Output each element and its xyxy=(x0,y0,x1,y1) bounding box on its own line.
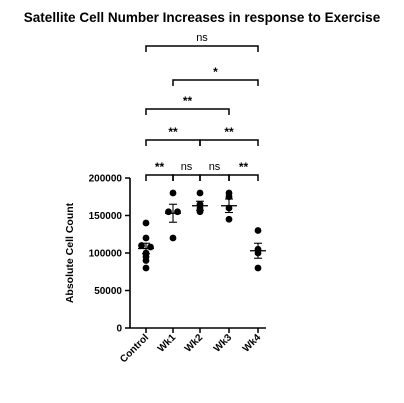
data-point xyxy=(165,208,172,216)
y-tick-label: 200000 xyxy=(89,174,123,185)
significance-label: ns xyxy=(196,32,208,44)
y-tick-label: 0 xyxy=(116,324,122,335)
data-point xyxy=(169,189,177,197)
data-point xyxy=(196,189,204,197)
significance-bracket xyxy=(199,139,259,146)
data-point xyxy=(142,257,150,264)
significance-bracket xyxy=(145,139,201,146)
data-point xyxy=(169,234,177,242)
data-point xyxy=(142,219,150,227)
y-axis-label: Absolute Cell Count xyxy=(64,202,76,303)
y-ticks: 0 50000 100000 150000 200000 Absolute Cell Co… xyxy=(64,174,130,335)
data-point xyxy=(254,264,262,272)
x-tick-label: Wk3 xyxy=(212,332,235,355)
x-tick-label: Control xyxy=(118,332,151,365)
significance-label: ** xyxy=(183,94,193,108)
significance-bracket xyxy=(172,79,259,86)
significance-bracket xyxy=(145,108,230,115)
significance-label: ns xyxy=(209,161,221,173)
significance-bracket xyxy=(228,174,259,181)
x-categories: Control Wk1 Wk2 Wk3 Wk4 xyxy=(118,328,263,365)
data-point xyxy=(147,243,154,251)
data-point xyxy=(225,215,233,223)
significance-label: ** xyxy=(239,160,249,174)
data-point xyxy=(254,227,262,234)
significance-label: ** xyxy=(168,125,178,139)
data-point xyxy=(142,234,150,242)
x-tick-label: Wk1 xyxy=(156,332,179,355)
significance-label: ** xyxy=(224,125,234,139)
x-tick-label: Wk4 xyxy=(241,332,264,355)
significance-bracket xyxy=(145,174,174,181)
significance-bracket xyxy=(145,45,259,52)
significance-label: ** xyxy=(155,160,165,174)
x-tick-label: Wk2 xyxy=(183,332,206,355)
significance-label: ns xyxy=(181,161,193,173)
mean-sem-bars xyxy=(138,198,266,259)
chart-title: Satellite Cell Number Increases in respo… xyxy=(23,10,381,25)
axes xyxy=(129,178,266,329)
y-tick-label: 100000 xyxy=(89,249,123,260)
significance-brackets: ** ns ns **** *****ns xyxy=(145,32,259,181)
data-point xyxy=(174,208,181,216)
y-tick-label: 50000 xyxy=(94,286,122,297)
significance-label: * xyxy=(213,65,218,79)
data-point xyxy=(142,264,150,272)
y-tick-label: 150000 xyxy=(89,211,123,222)
significance-bracket xyxy=(172,174,201,181)
significance-bracket xyxy=(199,174,230,181)
